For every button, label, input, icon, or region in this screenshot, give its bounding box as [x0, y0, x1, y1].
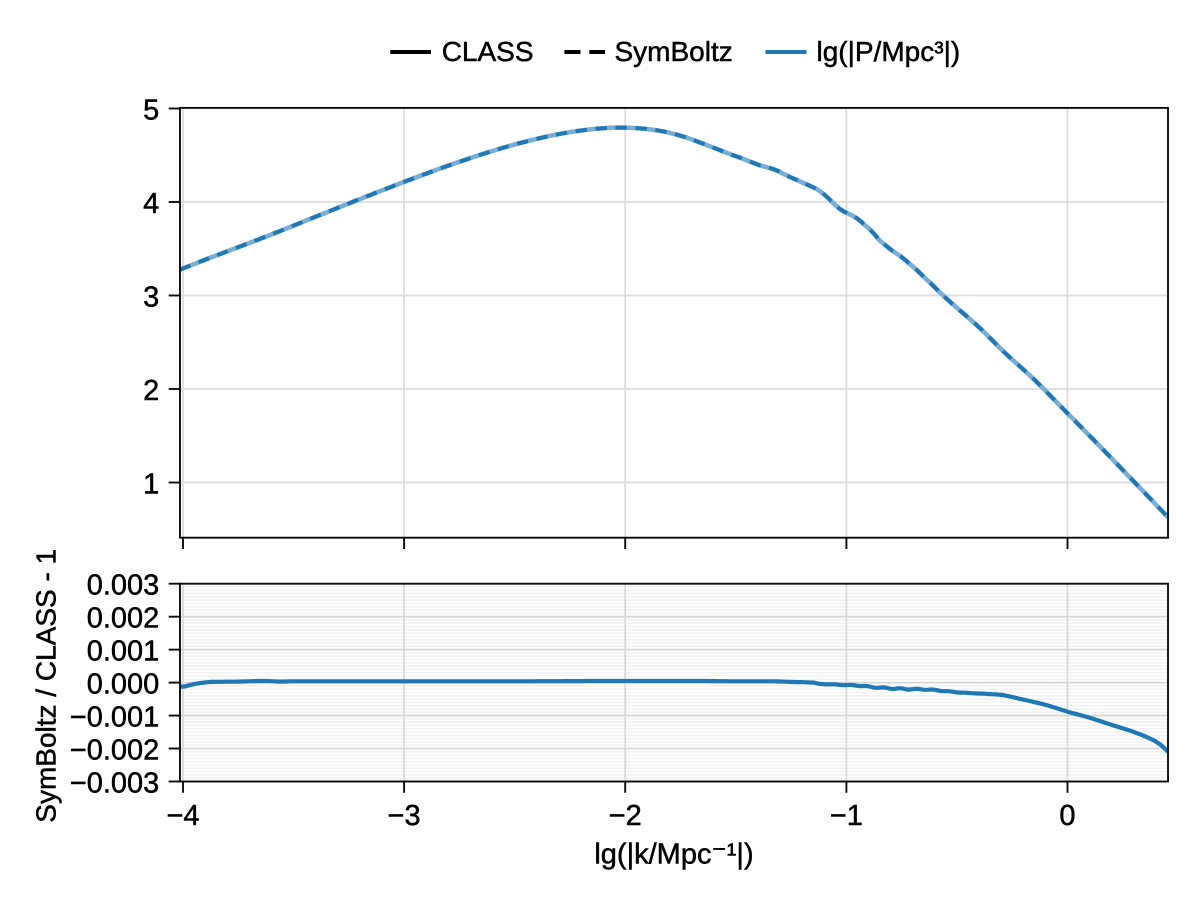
svg-text:3: 3 — [143, 282, 159, 314]
svg-text:0: 0 — [1059, 800, 1075, 832]
svg-text:0.001: 0.001 — [87, 636, 160, 668]
svg-text:SymBoltz: SymBoltz — [615, 36, 733, 67]
svg-text:−3: −3 — [388, 800, 421, 832]
svg-text:−0.001: −0.001 — [70, 702, 160, 734]
svg-text:−0.002: −0.002 — [70, 735, 160, 767]
svg-text:0.003: 0.003 — [87, 570, 160, 602]
svg-text:5: 5 — [143, 95, 159, 127]
svg-text:−2: −2 — [609, 800, 642, 832]
svg-text:lg(|P/Mpc³|): lg(|P/Mpc³|) — [817, 36, 961, 67]
svg-text:SymBoltz / CLASS - 1: SymBoltz / CLASS - 1 — [30, 549, 61, 823]
svg-text:−1: −1 — [830, 800, 863, 832]
svg-text:0.002: 0.002 — [87, 603, 160, 635]
svg-text:CLASS: CLASS — [442, 36, 534, 67]
svg-text:lg(|k/Mpc⁻¹|): lg(|k/Mpc⁻¹|) — [594, 838, 753, 870]
svg-text:0.000: 0.000 — [87, 669, 160, 701]
svg-text:1: 1 — [143, 469, 159, 501]
svg-text:−4: −4 — [166, 800, 199, 832]
svg-text:4: 4 — [143, 188, 159, 220]
svg-text:2: 2 — [143, 375, 159, 407]
svg-text:−0.003: −0.003 — [70, 768, 160, 800]
